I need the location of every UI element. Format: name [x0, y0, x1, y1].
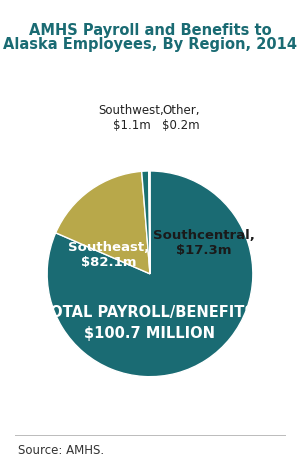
Wedge shape [142, 171, 150, 274]
Text: Other,
$0.2m: Other, $0.2m [162, 104, 200, 132]
Wedge shape [47, 171, 253, 377]
Text: AMHS Payroll and Benefits to: AMHS Payroll and Benefits to [29, 23, 271, 38]
Text: Alaska Employees, By Region, 2014: Alaska Employees, By Region, 2014 [3, 37, 297, 52]
Text: Southwest,
$1.1m: Southwest, $1.1m [99, 104, 164, 132]
Wedge shape [149, 171, 150, 274]
Wedge shape [56, 171, 150, 274]
Text: TOTAL PAYROLL/BENEFITS:: TOTAL PAYROLL/BENEFITS: [40, 305, 260, 320]
Text: Southeast,
$82.1m: Southeast, $82.1m [68, 242, 149, 269]
Text: Southcentral,
$17.3m: Southcentral, $17.3m [152, 229, 254, 257]
Text: Source: AMHS.: Source: AMHS. [18, 444, 104, 457]
Text: $100.7 MILLION: $100.7 MILLION [85, 326, 215, 341]
